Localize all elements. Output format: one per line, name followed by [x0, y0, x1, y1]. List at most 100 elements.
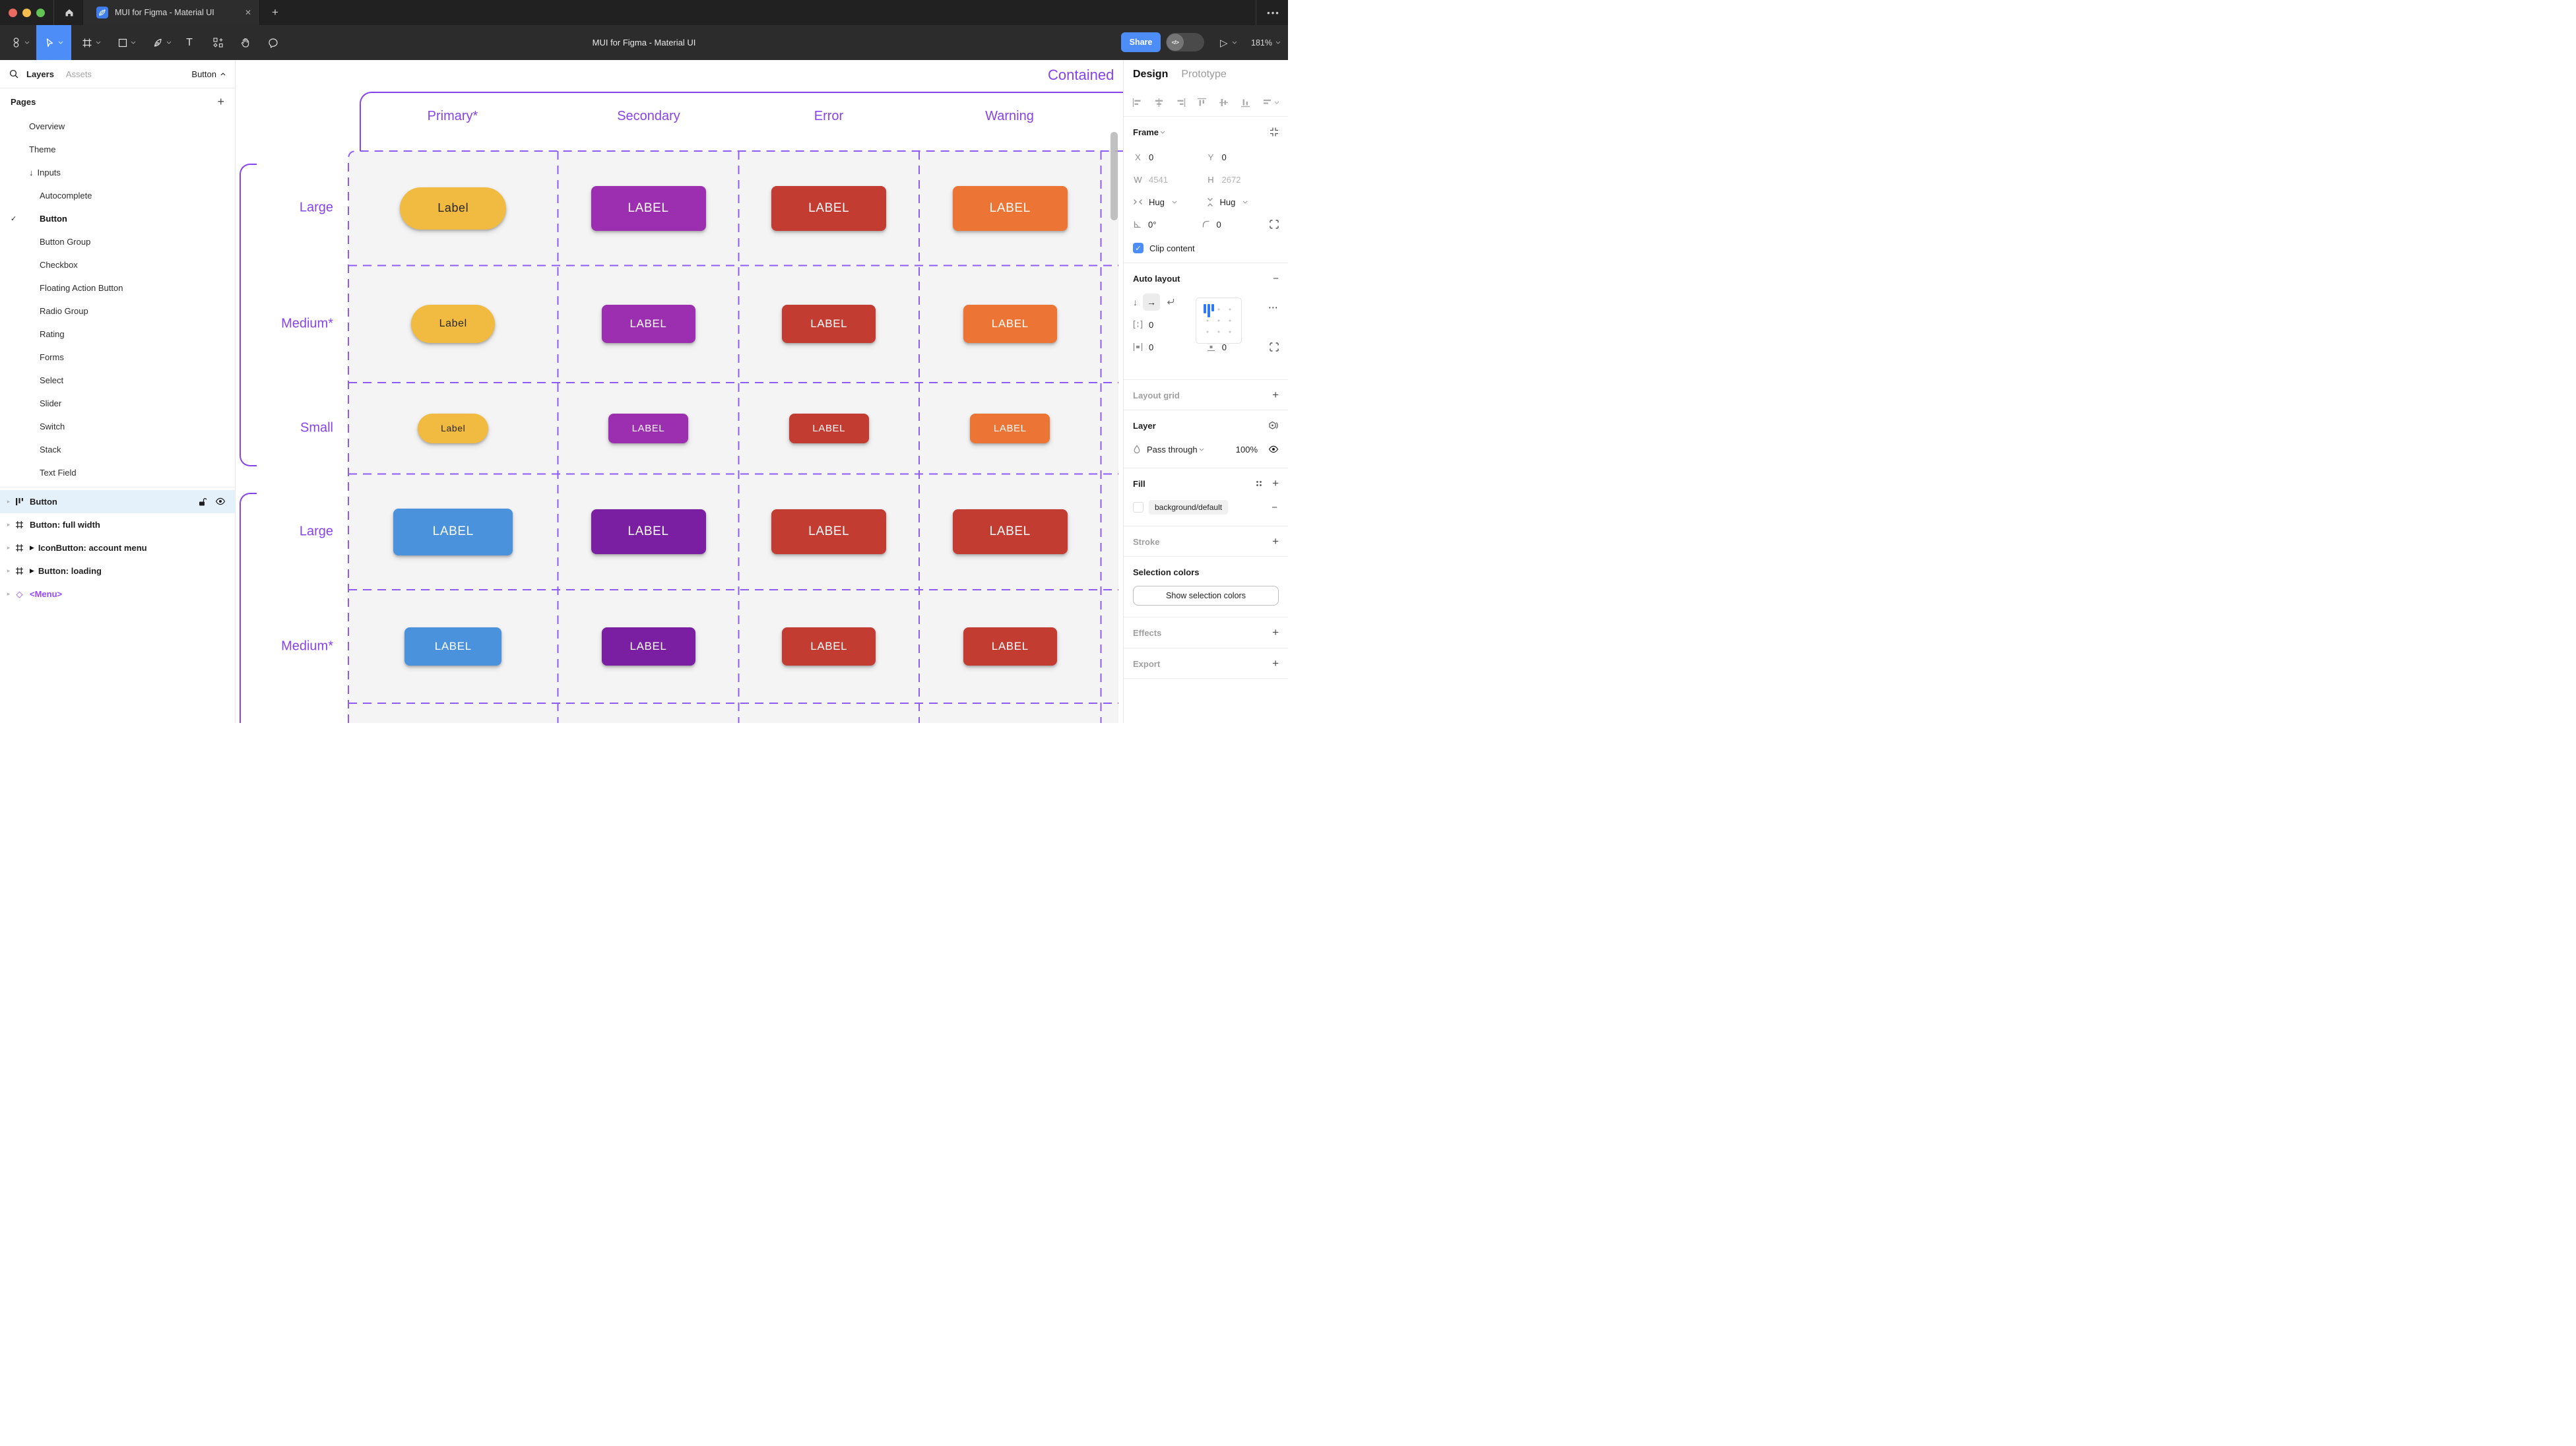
file-tab[interactable]: MUI for Figma - Material UI ✕ — [82, 0, 260, 25]
styles-icon[interactable] — [1255, 480, 1263, 487]
canvas-button[interactable]: LABEL — [970, 413, 1050, 443]
add-export-button[interactable]: + — [1272, 657, 1279, 670]
add-effect-button[interactable]: + — [1272, 626, 1279, 639]
add-page-button[interactable]: + — [217, 94, 224, 108]
fill-style-chip[interactable]: background/default — [1149, 500, 1229, 515]
vertical-sizing-dropdown[interactable]: Hug — [1206, 197, 1279, 207]
page-item[interactable]: Autocomplete — [40, 191, 92, 201]
page-item[interactable]: Text Field — [40, 468, 77, 478]
alignment-widget[interactable] — [1196, 298, 1242, 344]
canvas[interactable]: Contained Primary* Secondary Error Warni… — [236, 60, 1123, 723]
canvas-button[interactable]: LABEL — [952, 185, 1068, 231]
clip-content-checkbox[interactable]: ✓ — [1133, 243, 1143, 253]
canvas-button[interactable]: Label — [418, 413, 489, 443]
canvas-button[interactable]: LABEL — [771, 185, 887, 231]
page-item[interactable]: Floating Action Button — [40, 283, 123, 293]
tab-prototype[interactable]: Prototype — [1181, 69, 1227, 80]
hand-tool-button[interactable] — [236, 25, 255, 60]
blend-mode-dropdown[interactable]: Pass through — [1147, 444, 1198, 455]
traffic-zoom-button[interactable] — [36, 8, 45, 17]
fill-color-swatch[interactable] — [1133, 502, 1143, 513]
canvas-button[interactable]: LABEL — [782, 627, 876, 666]
page-item[interactable]: Rating — [40, 329, 65, 339]
collapse-icon[interactable] — [1270, 127, 1279, 137]
add-stroke-button[interactable]: + — [1272, 535, 1279, 548]
align-v-center-icon[interactable] — [1219, 98, 1229, 108]
dev-mode-toggle[interactable]: </> — [1166, 33, 1204, 51]
canvas-scrollbar[interactable] — [1111, 132, 1118, 220]
new-tab-button[interactable]: + — [272, 6, 278, 18]
canvas-button[interactable]: LABEL — [601, 627, 695, 666]
remove-auto-layout-button[interactable]: − — [1273, 272, 1279, 284]
add-layout-grid-button[interactable]: + — [1272, 389, 1279, 401]
canvas-button[interactable]: LABEL — [789, 413, 869, 443]
traffic-close-button[interactable] — [9, 8, 17, 17]
layout-horizontal-button[interactable]: → — [1143, 294, 1160, 311]
align-bottom-icon[interactable] — [1240, 98, 1250, 108]
layer-item[interactable]: ▸ Button: full width — [0, 513, 235, 536]
layer-item[interactable]: ▸ ▶ Button: loading — [0, 559, 235, 582]
actions-tool-button[interactable] — [209, 25, 227, 60]
align-h-center-icon[interactable] — [1154, 98, 1164, 108]
layout-wrap-button[interactable] — [1165, 298, 1175, 307]
independent-padding-button[interactable] — [1270, 342, 1279, 352]
page-item[interactable]: Stack — [40, 445, 61, 455]
page-item[interactable]: Radio Group — [40, 306, 88, 316]
blend-mode-icon[interactable] — [1268, 421, 1279, 431]
page-selector[interactable]: Button — [191, 69, 226, 79]
page-item[interactable]: Forms — [40, 352, 64, 362]
canvas-button[interactable]: LABEL — [591, 509, 706, 555]
frame-title[interactable]: Contained — [1048, 67, 1114, 83]
corner-radius-field[interactable]: 0 — [1202, 220, 1270, 230]
canvas-button[interactable]: LABEL — [393, 508, 513, 555]
canvas-button[interactable]: Label — [400, 187, 507, 230]
distribute-menu[interactable] — [1262, 98, 1279, 108]
present-button[interactable]: ▷ — [1220, 25, 1237, 60]
page-item[interactable]: Slider — [40, 398, 62, 408]
main-menu-button[interactable] — [7, 25, 34, 60]
window-more-icon[interactable]: ••• — [1267, 7, 1280, 18]
add-fill-button[interactable]: + — [1272, 477, 1279, 489]
tab-close-icon[interactable]: ✕ — [244, 8, 251, 17]
page-item[interactable]: Select — [40, 375, 64, 385]
opacity-field[interactable]: 100% — [1235, 444, 1258, 455]
tab-design[interactable]: Design — [1133, 69, 1169, 80]
home-icon[interactable] — [58, 0, 80, 25]
canvas-button[interactable]: LABEL — [404, 627, 502, 666]
canvas-button[interactable]: LABEL — [963, 627, 1057, 666]
height-field[interactable]: H 2672 — [1208, 174, 1241, 185]
horizontal-sizing-dropdown[interactable]: Hug — [1133, 197, 1206, 207]
canvas-button[interactable]: LABEL — [601, 305, 695, 343]
zoom-menu[interactable]: 181% — [1251, 25, 1281, 60]
horizontal-padding-field[interactable]: 0 — [1133, 342, 1200, 352]
rotation-field[interactable]: 0° — [1133, 220, 1202, 230]
page-item[interactable]: Overview — [29, 121, 65, 131]
auto-layout-more-icon[interactable]: ⋯ — [1268, 302, 1279, 313]
page-item-current[interactable]: ✓ Button — [11, 214, 67, 224]
traffic-minimize-button[interactable] — [22, 8, 31, 17]
layout-vertical-button[interactable]: ↓ — [1133, 297, 1138, 307]
text-tool-button[interactable]: T — [181, 25, 198, 60]
eye-icon[interactable] — [1268, 445, 1279, 453]
align-left-icon[interactable] — [1132, 98, 1142, 108]
shape-tool-button[interactable] — [112, 25, 141, 60]
eye-icon[interactable] — [215, 497, 226, 505]
canvas-button[interactable]: LABEL — [952, 509, 1068, 555]
remove-fill-button[interactable]: − — [1272, 501, 1277, 513]
show-selection-colors-button[interactable]: Show selection colors — [1133, 586, 1279, 606]
comment-tool-button[interactable] — [264, 25, 282, 60]
move-tool-button[interactable] — [36, 25, 71, 60]
canvas-button[interactable]: LABEL — [771, 509, 887, 555]
width-field[interactable]: W 4541 — [1134, 174, 1168, 185]
align-top-icon[interactable] — [1197, 98, 1207, 108]
frame-section-title[interactable]: Frame — [1133, 127, 1159, 137]
tab-layers[interactable]: Layers — [26, 69, 54, 79]
canvas-button[interactable]: LABEL — [963, 305, 1057, 343]
lock-open-icon[interactable] — [198, 497, 207, 507]
layer-item-selected[interactable]: ▸ Button — [0, 490, 235, 513]
tab-assets[interactable]: Assets — [65, 69, 92, 79]
pen-tool-button[interactable] — [146, 25, 177, 60]
align-right-icon[interactable] — [1176, 98, 1186, 108]
